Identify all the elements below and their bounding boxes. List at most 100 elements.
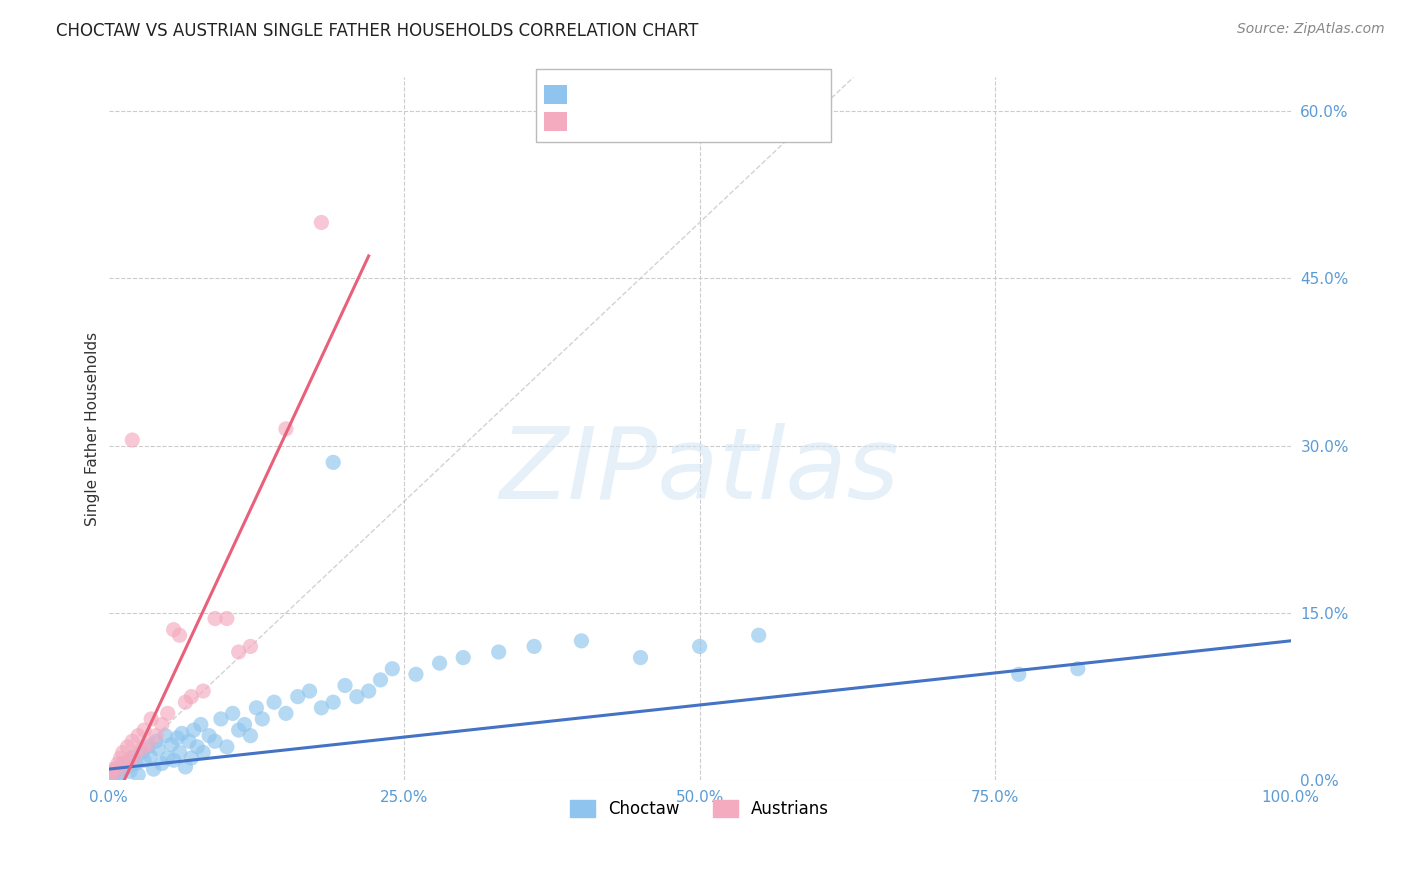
Point (263, 695, 285, 709)
Point (311, 215, 333, 229)
Point (110, 751, 132, 765)
Point (193, 746, 215, 760)
Legend: Choctaw, Austrians: Choctaw, Austrians (564, 793, 837, 825)
Point (215, 611, 238, 625)
Point (107, 756, 129, 771)
Point (132, 753, 155, 767)
Point (150, 756, 173, 771)
Point (132, 723, 155, 737)
Point (107, 770, 129, 784)
Point (118, 753, 141, 767)
Point (104, 764, 127, 779)
Point (148, 742, 170, 756)
Text: 0.289: 0.289 (617, 87, 669, 105)
Point (429, 656, 451, 670)
Point (121, 751, 143, 765)
Point (111, 746, 134, 760)
Text: N =: N = (673, 87, 710, 105)
Text: R =: R = (575, 87, 612, 105)
Point (381, 662, 404, 676)
Point (689, 640, 711, 654)
Point (1067, 662, 1090, 676)
Point (190, 717, 212, 731)
Point (155, 729, 177, 743)
Point (405, 667, 427, 681)
Point (136, 739, 159, 754)
Point (180, 690, 202, 704)
Point (180, 751, 202, 765)
Point (103, 762, 125, 776)
Point (117, 739, 139, 754)
Point (142, 762, 165, 776)
Point (110, 765, 132, 780)
Point (204, 611, 226, 625)
Point (150, 717, 173, 731)
Point (131, 742, 153, 756)
Point (186, 739, 208, 754)
Point (127, 768, 149, 782)
Point (163, 623, 186, 637)
Point (245, 700, 267, 714)
Point (204, 734, 226, 748)
Point (170, 726, 193, 740)
Point (298, 684, 321, 698)
Point (103, 764, 125, 779)
Point (174, 760, 197, 774)
Text: 31: 31 (713, 111, 735, 128)
Point (252, 712, 274, 726)
Point (311, 700, 333, 714)
Point (111, 756, 134, 771)
Point (115, 760, 138, 774)
Point (139, 748, 162, 763)
Point (156, 751, 179, 765)
Y-axis label: Single Father Households: Single Father Households (86, 332, 100, 526)
Point (357, 684, 380, 698)
Text: N =: N = (673, 111, 710, 128)
Point (145, 729, 167, 743)
Point (124, 748, 146, 763)
Point (121, 734, 143, 748)
Text: 66: 66 (713, 87, 735, 105)
Point (169, 746, 191, 760)
Point (233, 717, 256, 731)
Text: 0.619: 0.619 (617, 111, 669, 128)
Point (370, 673, 392, 687)
Point (451, 650, 474, 665)
Point (239, 729, 262, 743)
Point (166, 731, 188, 745)
Point (183, 723, 205, 737)
Point (346, 690, 368, 704)
Point (127, 729, 149, 743)
Point (118, 764, 141, 779)
Point (156, 706, 179, 721)
Point (100, 768, 122, 782)
Point (523, 640, 546, 654)
Point (163, 753, 186, 767)
Point (322, 455, 344, 469)
Point (169, 628, 191, 642)
Point (198, 729, 221, 743)
Point (141, 712, 163, 726)
Point (160, 738, 183, 752)
Point (630, 650, 652, 665)
Point (114, 760, 136, 774)
Point (322, 695, 344, 709)
Point (222, 706, 245, 721)
Point (228, 645, 250, 659)
Point (287, 690, 309, 704)
Point (274, 422, 297, 436)
Point (239, 640, 262, 654)
Point (125, 756, 148, 771)
Text: R =: R = (575, 111, 612, 128)
Point (101, 768, 124, 782)
Point (1008, 667, 1031, 681)
Point (274, 706, 297, 721)
Point (215, 739, 238, 754)
Text: ZIPatlas: ZIPatlas (499, 423, 900, 519)
Point (121, 433, 143, 447)
Point (333, 678, 356, 692)
Text: Source: ZipAtlas.com: Source: ZipAtlas.com (1237, 22, 1385, 37)
Point (571, 633, 593, 648)
Point (177, 734, 200, 748)
Point (145, 734, 167, 748)
